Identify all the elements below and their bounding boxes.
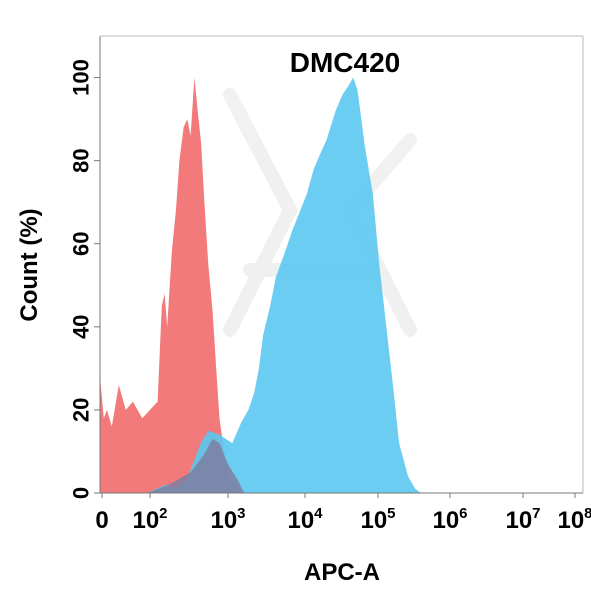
x-tick-label: 108 [557,505,591,534]
series-area-2 [147,439,245,493]
chart-title: DMC420 [290,47,400,78]
x-tick-label: 106 [432,505,467,534]
y-tick-label: 60 [69,231,94,255]
y-tick-label: 0 [69,487,94,499]
x-axis-label: APC-A [304,559,380,586]
axes [99,35,584,494]
series-area-1 [147,77,421,493]
x-tick-label: 107 [505,505,540,534]
y-axis-label: Count (%) [16,208,43,321]
x-tick-label: 104 [287,505,323,534]
x-tick-label: 103 [210,505,245,534]
series-layer [100,77,421,493]
x-tick-label: 0 [95,507,108,534]
series-area-0 [100,77,242,493]
x-ticks: 0 102 103 104 105 106 107 108 [95,493,591,534]
x-tick-label: 102 [132,505,167,534]
x-tick-label: 105 [360,505,395,534]
y-tick-label: 80 [69,148,94,172]
y-ticks: 0 20 40 60 80 100 [69,59,100,499]
y-tick-label: 20 [69,398,94,422]
y-tick-label: 40 [69,315,94,339]
y-tick-label: 100 [69,59,94,96]
